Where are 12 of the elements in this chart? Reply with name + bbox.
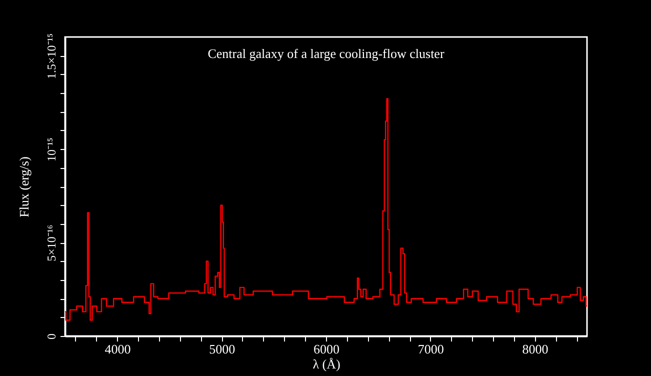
- x-tick-label: 4000: [104, 342, 131, 356]
- y-axis-title: Flux (erg/s): [16, 156, 32, 218]
- x-tick-label: 6000: [314, 342, 340, 356]
- x-tick-label: 8000: [522, 342, 548, 356]
- x-axis-title: λ (Å): [312, 356, 340, 372]
- y-tick-label: 1.5×10⁻¹⁵: [44, 33, 58, 79]
- y-tick-label: 0: [44, 334, 58, 340]
- y-tick-label: 10⁻¹⁵: [44, 138, 58, 162]
- x-tick-label: 5000: [209, 342, 236, 356]
- y-tick-label: 5×10⁻¹⁶: [44, 224, 58, 262]
- x-tick-label: 7000: [418, 342, 444, 356]
- text: Central galaxy of a large cooling-flow cluster: [208, 46, 445, 61]
